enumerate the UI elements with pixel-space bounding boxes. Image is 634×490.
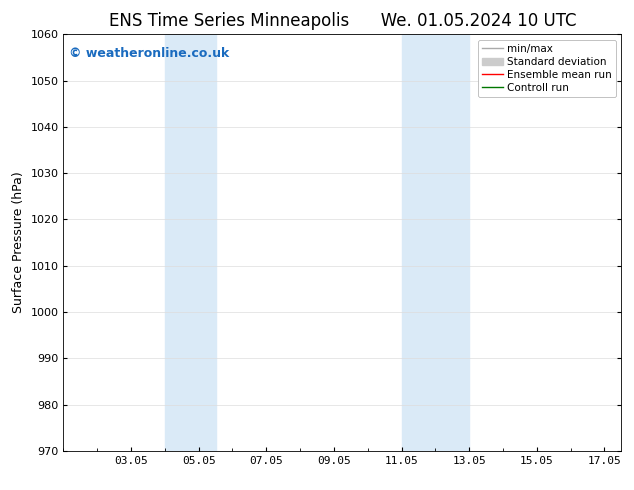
Legend: min/max, Standard deviation, Ensemble mean run, Controll run: min/max, Standard deviation, Ensemble me… [478, 40, 616, 97]
Bar [401, 34, 469, 451]
Y-axis label: Surface Pressure (hPa): Surface Pressure (hPa) [12, 172, 25, 314]
Bar [165, 34, 216, 451]
Title: ENS Time Series Minneapolis      We. 01.05.2024 10 UTC: ENS Time Series Minneapolis We. 01.05.20… [108, 12, 576, 30]
Text: © weatheronline.co.uk: © weatheronline.co.uk [69, 47, 230, 60]
